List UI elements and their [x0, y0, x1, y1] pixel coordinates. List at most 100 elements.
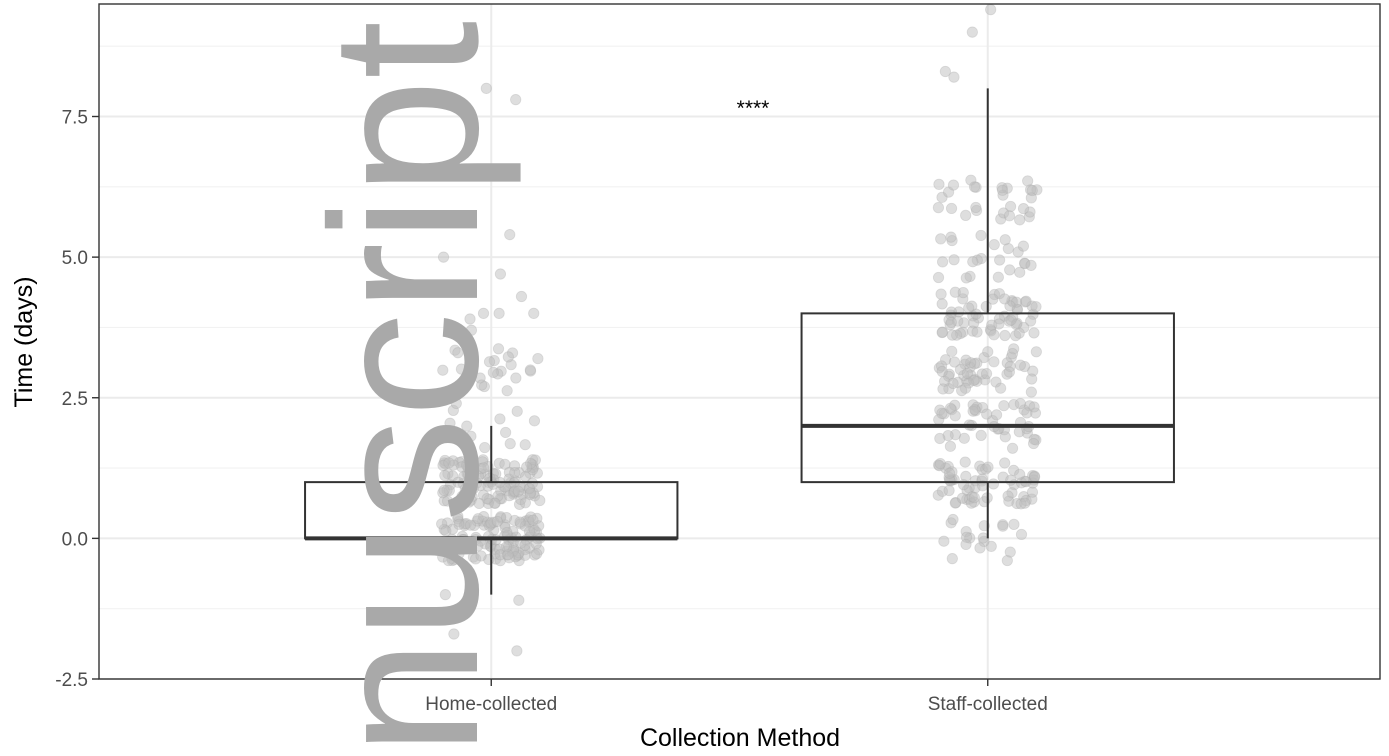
- data-point: [1030, 301, 1042, 313]
- data-point: [1021, 407, 1033, 419]
- data-point: [999, 431, 1011, 443]
- data-point: [1003, 210, 1016, 222]
- data-point: [961, 367, 973, 380]
- data-point: [465, 324, 478, 336]
- data-point: [938, 535, 950, 547]
- data-point: [1025, 386, 1037, 398]
- x-axis-title: Collection Method: [640, 724, 840, 752]
- data-point: [452, 347, 464, 359]
- data-point: [464, 313, 476, 325]
- data-point: [494, 268, 507, 280]
- data-point: [524, 487, 537, 499]
- data-point: [465, 369, 478, 381]
- data-point: [500, 541, 513, 553]
- data-point: [528, 415, 541, 427]
- data-point: [519, 539, 531, 551]
- data-point: [519, 497, 531, 509]
- data-point: [949, 410, 961, 422]
- box-layer: [304, 88, 1175, 595]
- data-point: [999, 293, 1011, 305]
- data-point: [944, 440, 957, 452]
- data-point: [960, 209, 972, 221]
- data-point: [500, 426, 512, 439]
- y-tick-label: 2.5: [62, 389, 88, 410]
- data-point: [994, 254, 1006, 266]
- data-point: [946, 553, 958, 565]
- data-point: [515, 290, 528, 303]
- data-point: [936, 298, 948, 310]
- data-point: [968, 492, 980, 504]
- data-point: [473, 497, 485, 510]
- data-point: [1025, 259, 1037, 271]
- data-point: [514, 516, 526, 528]
- data-point: [1027, 437, 1040, 450]
- data-point: [511, 405, 523, 417]
- data-point: [461, 420, 473, 432]
- data-point: [963, 302, 975, 314]
- data-point: [985, 4, 997, 16]
- data-point: [948, 254, 960, 266]
- data-point: [982, 346, 994, 358]
- data-point: [440, 525, 452, 537]
- data-point: [1020, 295, 1032, 307]
- data-point: [997, 520, 1009, 532]
- data-point: [975, 229, 987, 242]
- y-tick-label: 0.0: [62, 529, 88, 550]
- data-point: [475, 550, 487, 562]
- data-point: [465, 357, 477, 369]
- data-point: [1025, 315, 1037, 327]
- data-point: [501, 385, 513, 397]
- data-point: [483, 356, 496, 368]
- data-point: [1030, 346, 1042, 358]
- data-point: [936, 256, 949, 268]
- data-point: [1014, 359, 1026, 371]
- y-tick-label: -2.5: [55, 670, 88, 691]
- data-point: [993, 318, 1005, 330]
- data-point: [935, 233, 947, 245]
- data-point: [947, 377, 959, 390]
- data-point: [1019, 497, 1031, 509]
- data-point: [968, 374, 980, 386]
- data-point: [480, 82, 492, 94]
- data-point: [1014, 266, 1026, 278]
- data-point: [521, 461, 533, 473]
- data-point: [936, 326, 948, 339]
- data-point: [945, 306, 958, 318]
- data-point: [943, 484, 955, 497]
- data-point: [1004, 200, 1017, 213]
- data-point: [494, 413, 506, 425]
- data-point: [442, 554, 455, 567]
- data-point: [472, 513, 484, 525]
- data-point: [946, 329, 958, 341]
- data-point: [534, 494, 546, 507]
- data-point: [992, 271, 1004, 283]
- data-point: [988, 239, 1000, 251]
- data-point: [502, 351, 514, 363]
- data-point: [939, 65, 951, 78]
- data-point: [960, 538, 972, 551]
- y-tick-label: 7.5: [62, 108, 88, 129]
- y-tick-label: 5.0: [62, 248, 88, 269]
- y-axis-title: Time (days): [10, 276, 38, 407]
- data-point: [988, 329, 1000, 341]
- data-point: [969, 403, 981, 416]
- jitter-points: [436, 4, 1043, 657]
- data-point: [960, 272, 972, 284]
- data-point: [510, 94, 522, 106]
- data-point: [439, 589, 451, 601]
- data-point: [998, 400, 1010, 412]
- data-point: [1005, 474, 1017, 486]
- data-point: [987, 293, 999, 305]
- data-point: [990, 409, 1003, 421]
- data-point: [960, 354, 972, 366]
- data-point: [456, 461, 468, 473]
- data-point: [504, 438, 516, 450]
- data-point: [1026, 373, 1038, 385]
- data-point: [481, 493, 493, 505]
- data-point: [439, 469, 451, 482]
- data-point: [980, 300, 992, 313]
- data-point: [437, 364, 449, 376]
- data-point: [1015, 528, 1028, 541]
- data-point: [476, 379, 488, 391]
- data-point: [458, 488, 470, 501]
